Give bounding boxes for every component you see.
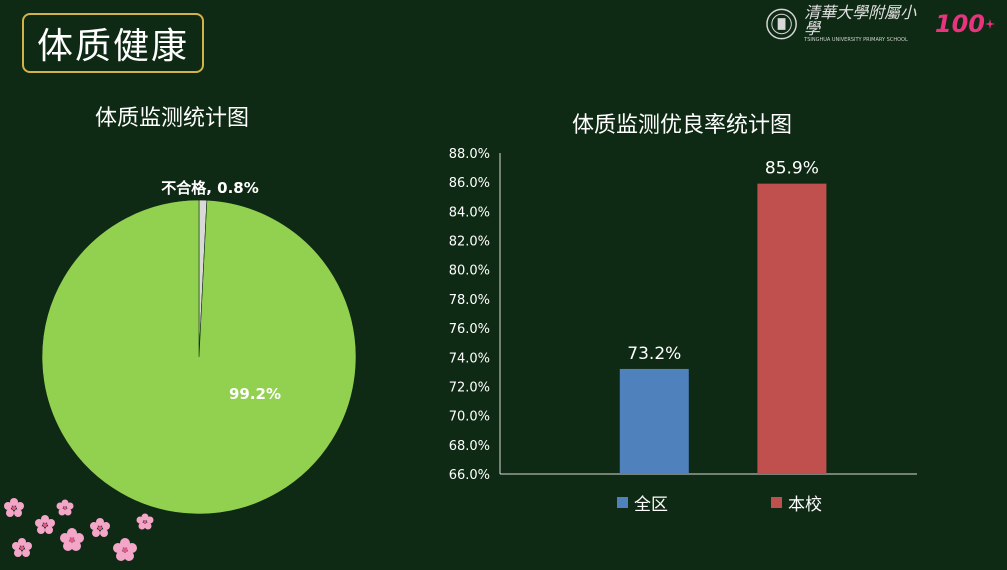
y-tick-label: 80.0% (449, 264, 490, 279)
bar-value-label: 85.9% (765, 159, 819, 179)
flower-decoration (4, 498, 154, 561)
y-tick-label: 84.0% (449, 205, 490, 220)
school-name-english: TSINGHUA UNIVERSITY PRIMARY SCHOOL (804, 37, 908, 44)
bar-value-label: 73.2% (627, 344, 681, 364)
pie-label-pass: 99.2% (229, 385, 281, 403)
bar-chart-title: 体质监测优良率统计图 (572, 113, 793, 138)
y-tick-label: 86.0% (449, 176, 490, 191)
legend-label-district: 全区 (634, 495, 668, 515)
pie-chart-title: 体质监测统计图 (95, 106, 250, 131)
school-emblem-icon (766, 8, 797, 40)
school-logo: 清華大學附屬小學 TSINGHUA UNIVERSITY PRIMARY SCH… (765, 2, 995, 44)
y-tick-label: 66.0% (449, 468, 490, 480)
legend-swatch-district (617, 497, 628, 508)
y-tick-label: 72.0% (449, 380, 490, 395)
legend-label-school: 本校 (788, 495, 822, 515)
legend-item-school: 本校 (771, 490, 822, 515)
y-tick-label: 82.0% (449, 235, 490, 250)
y-tick-label: 88.0% (449, 147, 490, 162)
pie-slice-1 (41, 199, 357, 515)
anniversary-number: 100 (934, 10, 985, 38)
y-tick-label: 76.0% (449, 322, 490, 337)
anniversary-badge: 100 (935, 10, 995, 38)
y-tick-label: 70.0% (449, 410, 490, 425)
bar-1 (757, 183, 827, 474)
page-title: 体质健康 (22, 13, 204, 73)
y-tick-label: 74.0% (449, 351, 490, 366)
bar-0 (619, 368, 689, 474)
school-name: 清華大學附屬小學 (804, 2, 917, 39)
legend-swatch-school (771, 497, 782, 508)
legend-item-district: 全区 (617, 490, 668, 515)
pie-chart: 不合格, 0.8% 99.2% (41, 179, 357, 515)
y-tick-label: 78.0% (449, 293, 490, 308)
pie-label-fail: 不合格, 0.8% (161, 179, 259, 197)
bar-chart: 66.0% 68.0% 70.0% 72.0% 74.0% 76.0% 78.0% 80.0%… (449, 147, 917, 480)
anniversary-star-icon (985, 19, 995, 29)
y-tick-label: 68.0% (449, 439, 490, 454)
